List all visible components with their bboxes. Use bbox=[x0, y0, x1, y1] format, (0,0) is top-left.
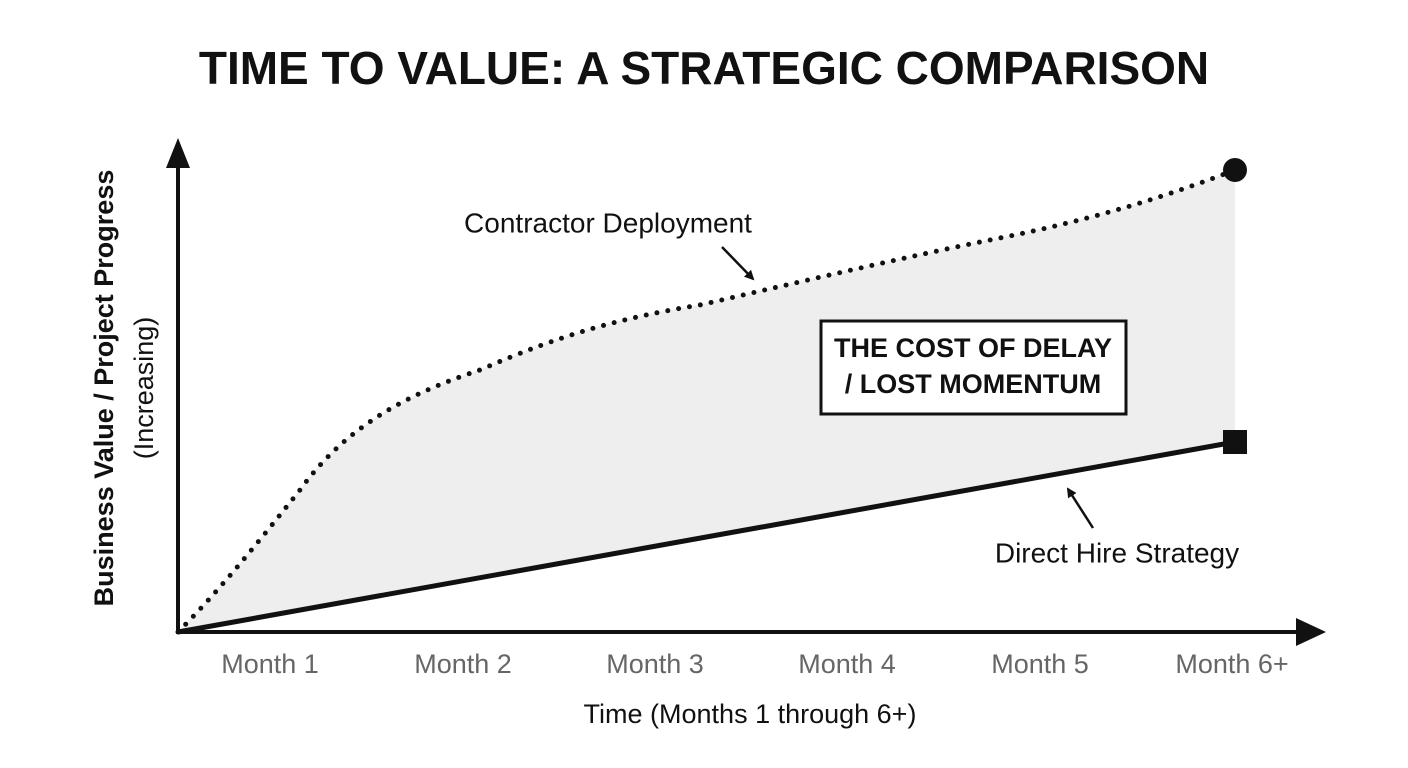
x-label: Month 3 bbox=[606, 649, 704, 679]
direct-hire-line bbox=[177, 439, 1236, 635]
y-axis-subtitle: (Increasing) bbox=[129, 317, 159, 460]
contractor-arrow bbox=[721, 246, 755, 281]
contractor-label: Contractor Deployment bbox=[464, 207, 752, 238]
y-axis-title: Business Value / Project Progress bbox=[89, 170, 119, 607]
gap-label: / LOST MOMENTUM bbox=[845, 369, 1101, 399]
x-label: Month 1 bbox=[221, 649, 319, 679]
x-axis-title: Time (Months 1 through 6+) bbox=[584, 699, 917, 729]
end-circle bbox=[1223, 158, 1247, 182]
x-label: Month 4 bbox=[798, 649, 896, 679]
direct-hire-label: Direct Hire Strategy bbox=[995, 537, 1239, 568]
x-label: Month 6+ bbox=[1175, 649, 1288, 679]
gap-label: THE COST OF DELAY bbox=[834, 333, 1112, 363]
end-square bbox=[1223, 430, 1247, 454]
x-label: Month 2 bbox=[414, 649, 512, 679]
gap-area bbox=[178, 170, 1235, 632]
contractor-curve bbox=[175, 167, 1238, 635]
gap-box bbox=[819, 319, 1128, 416]
x-arrow bbox=[1296, 618, 1326, 646]
title: TIME TO VALUE: A STRATEGIC COMPARISON bbox=[199, 42, 1209, 94]
x-label: Month 5 bbox=[991, 649, 1089, 679]
y-arrow bbox=[166, 138, 190, 168]
direct-hire-arrow bbox=[1066, 487, 1095, 529]
